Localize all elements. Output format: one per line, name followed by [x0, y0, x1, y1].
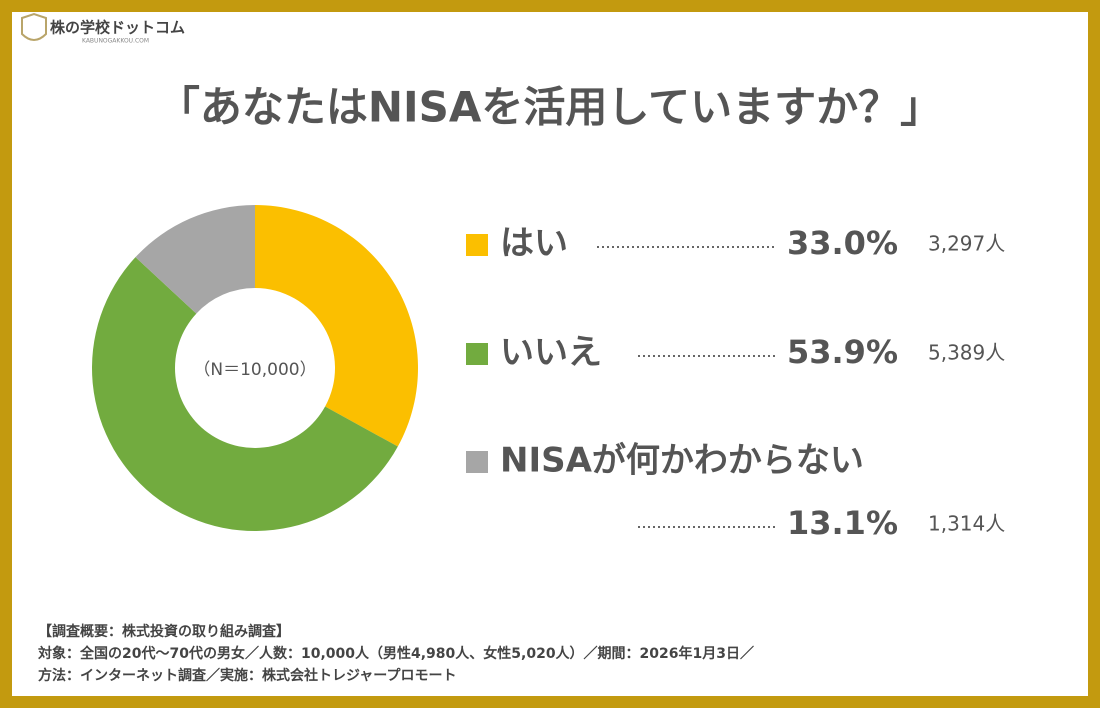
legend-swatch [466, 234, 488, 256]
footnote: 【調査概要：株式投資の取り組み調査】 [38, 623, 290, 640]
donut [91, 205, 418, 532]
chart-title: 「あなたはNISAを活用していますか？」 [158, 83, 942, 132]
legend-label: はい [500, 224, 568, 264]
legend-label: NISAが何かわからない [500, 441, 864, 481]
footnote: 対象：全国の20代～70代の男女／人数：10,000人（男性4,980人、女性5… [37, 645, 754, 662]
count-label: 5,389人 [928, 341, 1005, 365]
wedge [135, 205, 255, 314]
wedge [91, 257, 398, 532]
value-label: 33.0% [787, 224, 898, 262]
count-label: 3,297人 [928, 232, 1005, 256]
legend-swatch [466, 451, 488, 473]
logo-text: 株の学校ドットコム [50, 19, 185, 37]
logo: 株の学校ドットコム KABUNOGAKKOU.COM [21, 12, 185, 45]
sample-size: （N＝10,000） [193, 360, 316, 380]
logo-sub: KABUNOGAKKOU.COM [82, 38, 149, 45]
value-label: 53.9% [787, 333, 898, 371]
value-label: 13.1% [787, 504, 898, 542]
count-label: 1,314人 [928, 512, 1005, 536]
legend-swatch [466, 343, 488, 365]
logo-icon [21, 12, 47, 41]
legend-label: いいえ [500, 333, 602, 373]
wedge [255, 205, 418, 447]
footnote: 方法：インターネット調査／実施：株式会社トレジャープロモート [38, 667, 456, 684]
